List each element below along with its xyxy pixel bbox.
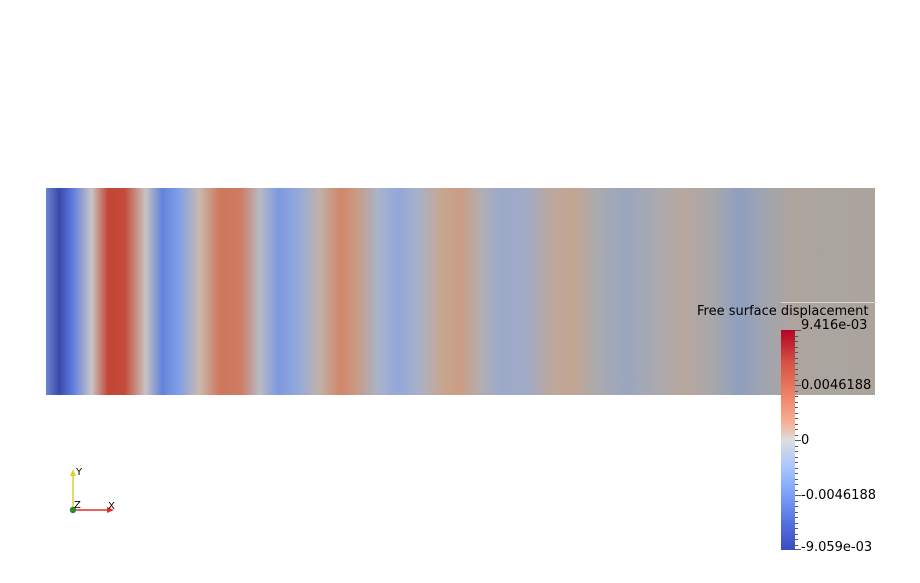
colorbar-tick bbox=[795, 484, 798, 485]
colorbar-tick bbox=[795, 341, 798, 342]
legend-mid-high-label: 0.0046188 bbox=[801, 378, 872, 393]
axis-x-label: X bbox=[108, 501, 115, 512]
legend-title: Free surface displacement bbox=[697, 304, 869, 319]
colorbar-tick bbox=[795, 512, 798, 513]
colorbar-tick bbox=[795, 407, 798, 408]
colorbar-tick bbox=[795, 363, 798, 364]
colorbar-tick bbox=[795, 347, 798, 348]
axis-y-label: Y bbox=[76, 467, 83, 478]
colorbar-tick bbox=[795, 413, 798, 414]
colorbar-tick bbox=[795, 358, 798, 359]
colorbar-tick bbox=[795, 380, 798, 381]
colorbar-tick bbox=[795, 446, 798, 447]
z-axis-dot-icon bbox=[69, 506, 77, 514]
colorbar-tick bbox=[795, 523, 798, 524]
colorbar-tick bbox=[795, 402, 798, 403]
displacement-field bbox=[46, 188, 875, 395]
colorbar-tick bbox=[795, 374, 798, 375]
colorbar-tick bbox=[795, 490, 798, 491]
colorbar-tick bbox=[795, 457, 798, 458]
colorbar-tick bbox=[795, 385, 801, 386]
colorbar-tick bbox=[795, 473, 798, 474]
colorbar-tick bbox=[795, 462, 798, 463]
colorbar-tick bbox=[795, 435, 798, 436]
colorbar-tick bbox=[795, 517, 798, 518]
colorbar-tick bbox=[795, 429, 798, 430]
colorbar-tick bbox=[795, 495, 801, 496]
colorbar-tick bbox=[795, 336, 798, 337]
axis-z-label: Z bbox=[74, 500, 81, 511]
colorbar-ticks bbox=[795, 330, 801, 550]
colorbar-tick bbox=[795, 468, 798, 469]
x-axis-arrow-icon bbox=[107, 507, 114, 513]
colorbar-tick bbox=[795, 424, 798, 425]
colorbar-tick bbox=[795, 545, 798, 546]
colorbar-tick bbox=[795, 506, 798, 507]
legend-zero-label: 0 bbox=[801, 433, 810, 448]
colorbar-tick bbox=[795, 479, 798, 480]
y-axis-arrow-icon bbox=[70, 469, 76, 476]
colorbar-tick bbox=[795, 440, 801, 441]
legend-max-label: 9.416e-03 bbox=[801, 318, 868, 333]
colorbar-tick bbox=[795, 539, 798, 540]
colorbar-tick bbox=[795, 396, 798, 397]
orientation-axes: Y X Z bbox=[62, 464, 122, 520]
colorbar-tick bbox=[795, 391, 798, 392]
colorbar-tick bbox=[795, 352, 798, 353]
colorbar[interactable] bbox=[781, 330, 795, 550]
legend-min-label: -9.059e-03 bbox=[801, 540, 873, 555]
colorbar-tick bbox=[795, 418, 798, 419]
legend-mid-low-label: -0.0046188 bbox=[801, 488, 876, 503]
field-surface bbox=[46, 188, 875, 395]
colorbar-tick bbox=[795, 534, 798, 535]
colorbar-tick bbox=[795, 330, 801, 331]
colorbar-tick bbox=[795, 528, 798, 529]
colorbar-tick bbox=[795, 451, 798, 452]
colorbar-tick bbox=[795, 549, 801, 550]
colorbar-tick bbox=[795, 369, 798, 370]
colorbar-tick bbox=[795, 501, 798, 502]
legend-title-underline bbox=[781, 302, 877, 303]
